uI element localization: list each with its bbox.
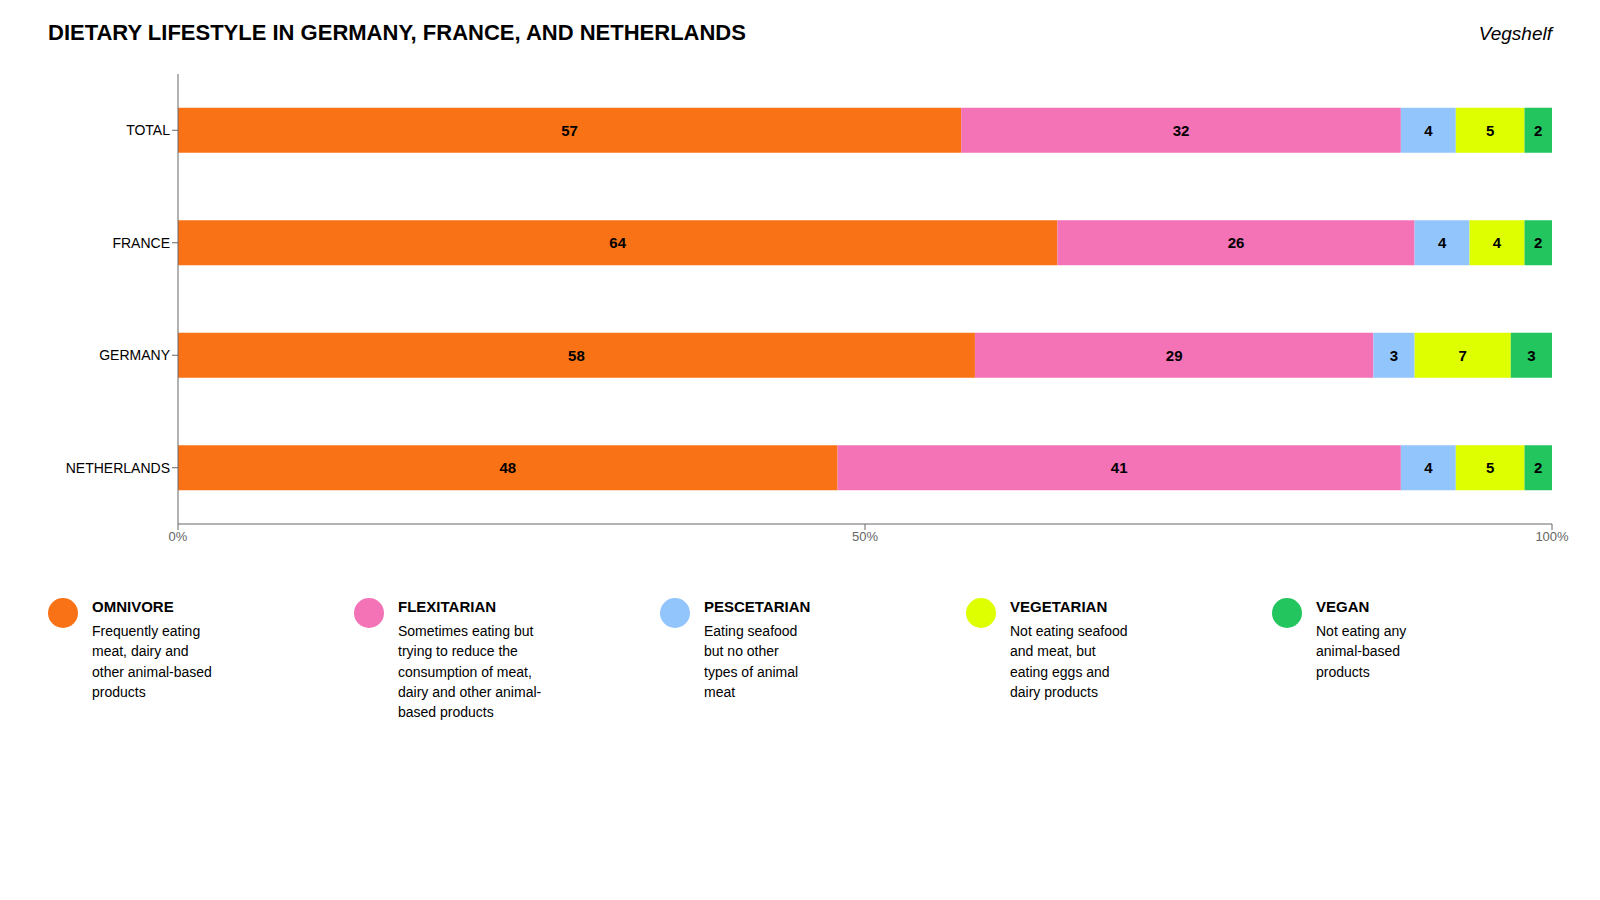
html-text:VEGAN: VEGAN xyxy=(1316,598,1370,615)
svg-text:29: 29 xyxy=(1166,347,1183,364)
svg-text:26: 26 xyxy=(1228,234,1245,251)
svg-text:64: 64 xyxy=(609,234,626,251)
html-text:Vegshelf: Vegshelf xyxy=(1478,23,1552,44)
svg-text:FRANCE: FRANCE xyxy=(112,235,170,251)
svg-text:100%: 100% xyxy=(1535,529,1569,544)
svg-text:5: 5 xyxy=(1486,122,1494,139)
svg-text:4: 4 xyxy=(1424,122,1433,139)
svg-text:TOTAL: TOTAL xyxy=(126,122,170,138)
html-text:DIETARY LIFESTYLE IN GERMANY,: DIETARY LIFESTYLE IN GERMANY, FRANCE, AN… xyxy=(48,20,746,45)
svg-text:5: 5 xyxy=(1486,459,1494,476)
html-text:OMNIVORE: OMNIVORE xyxy=(92,598,174,615)
svg-text:2: 2 xyxy=(1534,459,1542,476)
svg-text:0%: 0% xyxy=(169,529,188,544)
html-text:VEGETARIAN: VEGETARIAN xyxy=(1010,598,1108,615)
html-text:Eating seafood but no other ty: Eating seafood but no other types of ani… xyxy=(704,623,799,700)
svg-text:2: 2 xyxy=(1534,234,1542,251)
svg-text:4: 4 xyxy=(1493,234,1502,251)
svg-text:41: 41 xyxy=(1111,459,1128,476)
svg-text:32: 32 xyxy=(1173,122,1190,139)
html-text:Not eating seafood and meat, b: Not eating seafood and meat, but eating … xyxy=(1010,623,1128,700)
svg-text:50%: 50% xyxy=(852,529,878,544)
svg-text:3: 3 xyxy=(1390,347,1398,364)
html-text:PESCETARIAN: PESCETARIAN xyxy=(704,598,811,615)
html-text:Frequently eating meat, dairy: Frequently eating meat, dairy and other … xyxy=(92,623,212,700)
svg-text:3: 3 xyxy=(1527,347,1535,364)
svg-text:GERMANY: GERMANY xyxy=(99,347,170,363)
html-text:FLEXITARIAN: FLEXITARIAN xyxy=(398,598,497,615)
svg-text:7: 7 xyxy=(1459,347,1467,364)
svg-text:2: 2 xyxy=(1534,122,1542,139)
svg-text:57: 57 xyxy=(561,122,578,139)
svg-text:4: 4 xyxy=(1438,234,1447,251)
html-text:Sometimes eating but trying to: Sometimes eating but trying to reduce th… xyxy=(398,623,542,721)
svg-text:48: 48 xyxy=(499,459,516,476)
svg-text:58: 58 xyxy=(568,347,585,364)
svg-text:4: 4 xyxy=(1424,459,1433,476)
html-text:Not eating any animal-based pr: Not eating any animal-based products xyxy=(1316,623,1407,680)
svg-text:NETHERLANDS: NETHERLANDS xyxy=(66,460,170,476)
